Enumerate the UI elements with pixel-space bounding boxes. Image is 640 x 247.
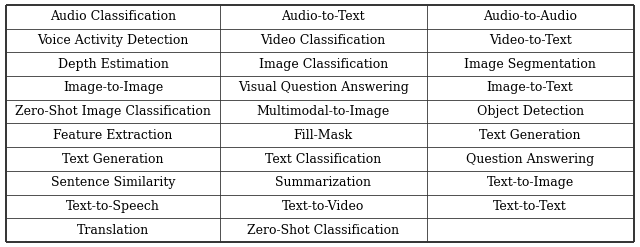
Text: Text Generation: Text Generation: [62, 153, 164, 165]
Text: Multimodal-to-Image: Multimodal-to-Image: [257, 105, 390, 118]
Text: Visual Question Answering: Visual Question Answering: [237, 82, 408, 94]
Text: Image Classification: Image Classification: [259, 58, 388, 71]
Text: Text-to-Speech: Text-to-Speech: [66, 200, 160, 213]
Text: Image Segmentation: Image Segmentation: [464, 58, 596, 71]
Text: Zero-Shot Classification: Zero-Shot Classification: [247, 224, 399, 237]
Text: Zero-Shot Image Classification: Zero-Shot Image Classification: [15, 105, 211, 118]
Text: Text Classification: Text Classification: [265, 153, 381, 165]
Text: Feature Extraction: Feature Extraction: [53, 129, 173, 142]
Text: Video Classification: Video Classification: [260, 34, 386, 47]
Text: Summarization: Summarization: [275, 176, 371, 189]
Text: Audio-to-Text: Audio-to-Text: [282, 10, 365, 23]
Text: Object Detection: Object Detection: [477, 105, 584, 118]
Text: Text-to-Image: Text-to-Image: [486, 176, 573, 189]
Text: Translation: Translation: [77, 224, 149, 237]
Text: Question Answering: Question Answering: [466, 153, 594, 165]
Text: Sentence Similarity: Sentence Similarity: [51, 176, 175, 189]
Text: Image-to-Text: Image-to-Text: [487, 82, 573, 94]
Text: Audio Classification: Audio Classification: [50, 10, 176, 23]
Text: Voice Activity Detection: Voice Activity Detection: [37, 34, 189, 47]
Text: Text-to-Video: Text-to-Video: [282, 200, 364, 213]
Text: Video-to-Text: Video-to-Text: [489, 34, 572, 47]
Text: Fill-Mask: Fill-Mask: [294, 129, 353, 142]
Text: Text Generation: Text Generation: [479, 129, 581, 142]
Text: Text-to-Text: Text-to-Text: [493, 200, 567, 213]
Text: Audio-to-Audio: Audio-to-Audio: [483, 10, 577, 23]
Text: Image-to-Image: Image-to-Image: [63, 82, 163, 94]
Text: Depth Estimation: Depth Estimation: [58, 58, 168, 71]
